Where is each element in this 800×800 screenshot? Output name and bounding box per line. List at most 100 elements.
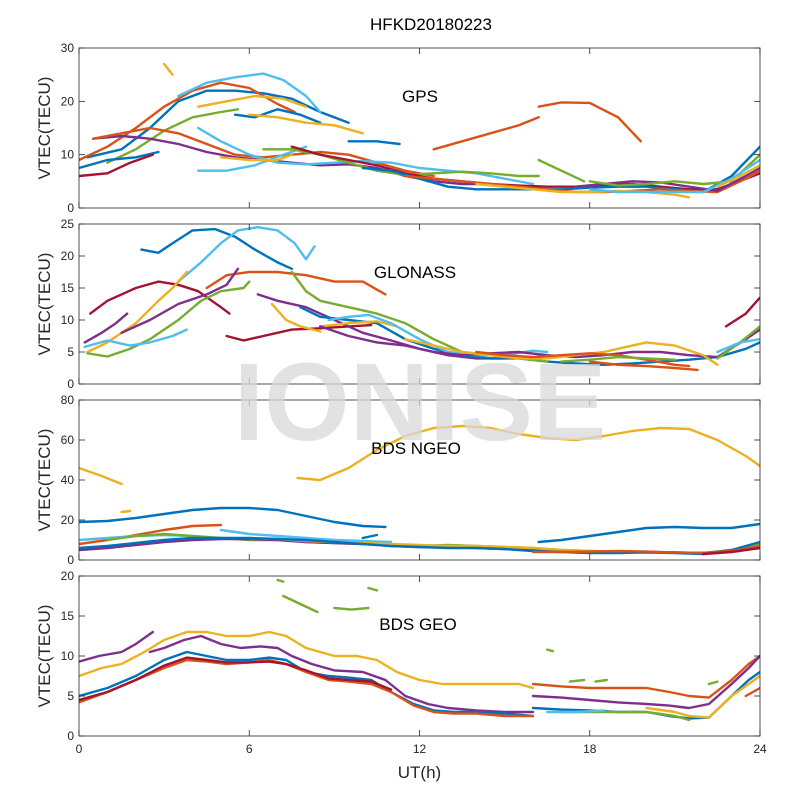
panel-label: GLONASS [374,263,456,282]
y-axis-label: VTEC(TECU) [35,77,54,180]
y-tick-label: 5 [67,345,74,359]
series-line-7 [86,280,251,358]
series-line-14 [560,710,691,722]
panel-1: 0 5 10 15 20 25 VTEC(TECU) GLONASS [35,217,761,391]
series-line-23 [475,182,691,199]
series-line-4 [361,533,379,540]
y-axis-label: VTEC(TECU) [35,429,54,532]
y-tick-label: 0 [67,201,74,215]
series-line-2 [177,72,322,114]
series-line-17 [568,678,586,683]
y-axis-label: VTEC(TECU) [35,253,54,356]
y-tick-label: 80 [61,393,75,407]
series-line-8 [333,606,370,611]
x-tick-label: 18 [583,742,597,756]
x-tick-label: 24 [753,742,767,756]
series-line-23 [716,338,760,354]
series-group [79,62,760,199]
series-line-17 [347,140,401,146]
series-line-13 [645,674,760,719]
series-line-18 [475,350,691,368]
series-line-2 [296,424,760,482]
series-line-13 [197,145,308,172]
series-line-1 [79,81,296,162]
series-line-11 [531,654,760,710]
series-line-14 [319,320,398,328]
series-line-6 [276,578,285,583]
series-line-6 [120,267,240,334]
series-line-10 [79,150,160,170]
x-tick-label: 0 [76,742,83,756]
figure-title: HFKD20180223 [370,15,492,34]
series-line-11 [256,293,506,360]
y-tick-label: 20 [61,94,75,108]
panel-label: BDS GEO [379,615,456,634]
series-line-0 [86,89,350,159]
series-line-5 [79,656,393,702]
series-line-3 [79,506,387,529]
panel-0: 0 10 20 30 VTEC(TECU) GPS [35,41,761,215]
y-tick-label: 10 [61,313,75,327]
series-line-27 [716,164,760,188]
series-line-14 [219,153,293,162]
series-line-18 [594,678,608,683]
series-group [83,226,760,372]
y-tick-label: 20 [61,513,75,527]
y-tick-label: 30 [61,41,75,55]
series-line-14 [702,546,760,556]
series-line-5 [233,108,322,124]
y-tick-label: 25 [61,217,75,231]
y-axis-label: VTEC(TECU) [35,605,54,708]
series-line-19 [588,360,699,372]
series-line-8 [83,328,188,349]
series-line-20 [560,355,677,363]
series-line-22 [537,158,586,183]
series-line-19 [707,680,719,686]
y-tick-label: 40 [61,473,75,487]
series-line-6 [79,523,223,546]
series-line-2 [148,634,535,714]
series-line-4 [197,94,308,108]
x-tick-label: 6 [246,742,253,756]
series-line-0 [79,466,123,486]
series-line-3 [162,62,174,76]
series-line-7 [106,108,240,164]
series-line-5 [86,270,188,354]
series-line-20 [744,686,760,698]
series-line-1 [79,630,535,690]
series-line-0 [140,227,293,270]
series-group [79,578,760,722]
x-tick-label: 12 [413,742,427,756]
y-tick-label: 60 [61,433,75,447]
watermark: IONISE [234,341,607,464]
series-line-4 [83,312,129,344]
series-line-4 [79,658,535,718]
series-line-3 [89,280,231,315]
series-line-20 [537,101,642,143]
panel-label: GPS [402,87,438,106]
panel-2: 0 20 40 60 80 VTEC(TECU) BDS NGEO [35,393,761,567]
series-line-5 [537,522,760,544]
y-tick-label: 0 [67,377,74,391]
series-line-19 [432,116,540,151]
series-line-21 [724,296,760,328]
series-line-7 [282,594,319,614]
series-line-10 [531,654,760,699]
panel-3: 0 5 10 15 20 0 6 12 18 24 VTEC(TECU) UT(h) BDS GEO [35,569,767,782]
series-line-8 [219,528,393,544]
series-line-8 [92,134,492,186]
y-tick-label: 10 [61,148,75,162]
series-group [79,424,760,556]
series-line-11 [79,153,154,178]
series-line-16 [546,648,555,653]
y-tick-label: 15 [61,609,75,623]
series-line-6 [248,113,364,135]
y-tick-label: 20 [61,569,75,583]
panel-label: BDS NGEO [371,439,461,458]
series-line-0 [79,630,154,663]
y-tick-label: 20 [61,249,75,263]
x-axis-label: UT(h) [398,763,441,782]
series-line-10 [270,302,322,333]
series-line-15 [546,709,606,714]
